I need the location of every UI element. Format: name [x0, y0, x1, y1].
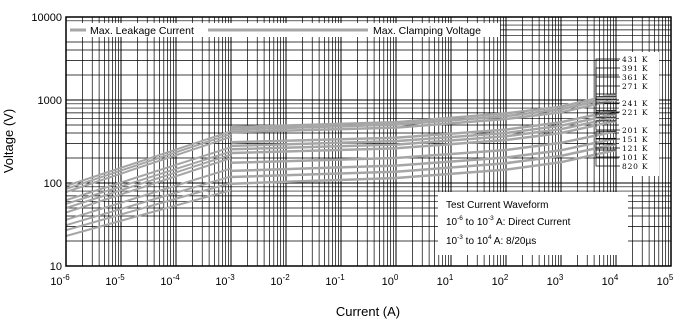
series-label: 241 K — [622, 99, 648, 108]
series-label: 101 K — [622, 153, 648, 162]
x-tick-labels: 10-6 10-5 10-4 10-3 10-2 10-1 100 101 102 103 104 1… — [50, 273, 674, 288]
legend-clamping-label: Max. Clamping Voltage — [373, 25, 481, 37]
series-label: 391 K — [622, 64, 648, 73]
x-tick-label: 10-5 — [105, 273, 125, 288]
waveform-note-title: Test Current Waveform — [446, 200, 548, 211]
plot-frame — [65, 16, 672, 267]
series-label: 361 K — [622, 73, 648, 82]
leakage-curve-121K — [65, 175, 232, 227]
leakage-curve-361K — [65, 135, 232, 193]
y-tick-labels: 10 100 1000 10000 — [31, 12, 62, 273]
series-label: 201 K — [622, 126, 648, 135]
label-connector — [595, 149, 620, 167]
x-axis-label: Current (A) — [336, 304, 400, 319]
label-connector — [595, 120, 620, 131]
clamping-curve-101K — [230, 142, 617, 179]
leakage-curve-431K — [65, 130, 232, 187]
label-connector — [595, 111, 620, 118]
clamping-curve-820K — [230, 148, 617, 185]
curves — [65, 92, 617, 237]
x-tick-label: 10-6 — [50, 273, 70, 288]
leakage-curve-820K — [65, 189, 232, 237]
clamping-curve-201K — [230, 119, 617, 155]
y-tick-label: 1000 — [38, 95, 62, 107]
x-tick-label: 105 — [657, 273, 674, 288]
x-tick-label: 102 — [492, 273, 509, 288]
x-tick-label: 10-3 — [215, 273, 235, 288]
leakage-curve-221K — [65, 153, 232, 209]
clamping-curve-221K — [230, 115, 617, 151]
label-connector — [595, 138, 620, 149]
leakage-curve-101K — [65, 182, 232, 232]
clamping-curve-151K — [230, 130, 617, 165]
clamping-curve-431K — [230, 92, 617, 129]
clamping-curve-271K — [230, 109, 617, 144]
clamping-curve-241K — [230, 112, 617, 148]
x-tick-label: 100 — [382, 273, 399, 288]
x-tick-label: 10-1 — [325, 273, 345, 288]
legend-leakage-label: Max. Leakage Current — [90, 25, 194, 37]
series-label: 271 K — [622, 82, 648, 91]
label-connector — [595, 130, 620, 140]
series-label: 221 K — [622, 108, 648, 117]
x-tick-label: 10-4 — [160, 273, 180, 288]
leakage-curve-391K — [65, 132, 232, 190]
label-column — [619, 52, 659, 176]
x-tick-label: 10-2 — [270, 273, 290, 288]
label-connector — [595, 102, 620, 115]
series-label: 151 K — [622, 135, 648, 144]
series-label: 820 K — [622, 162, 648, 171]
waveform-note-line2: 10-3 to 104 A: 8/20µs — [446, 234, 536, 247]
series-label: 121 K — [622, 144, 648, 153]
x-tick-label: 103 — [547, 273, 564, 288]
leakage-curve-241K — [65, 150, 232, 205]
y-tick-label: 10000 — [31, 12, 62, 24]
leakage-curve-201K — [65, 157, 232, 214]
leakage-curve-271K — [65, 146, 232, 202]
clamping-curve-361K — [230, 98, 617, 134]
waveform-note-line1: 10-6 to 10-3 A: Direct Current — [446, 215, 571, 228]
y-tick-label: 10 — [50, 261, 62, 273]
x-tick-label: 101 — [437, 273, 454, 288]
waveform-note-box — [438, 192, 628, 255]
leakage-curve-151K — [65, 167, 232, 221]
clamping-curve-391K — [230, 95, 617, 131]
label-connector — [595, 85, 620, 111]
series-label: 431 K — [622, 55, 648, 64]
y-tick-label: 100 — [44, 178, 62, 190]
y-axis-label: Voltage (V) — [1, 109, 16, 173]
clamping-curve-121K — [230, 137, 617, 173]
x-tick-label: 104 — [602, 273, 619, 288]
